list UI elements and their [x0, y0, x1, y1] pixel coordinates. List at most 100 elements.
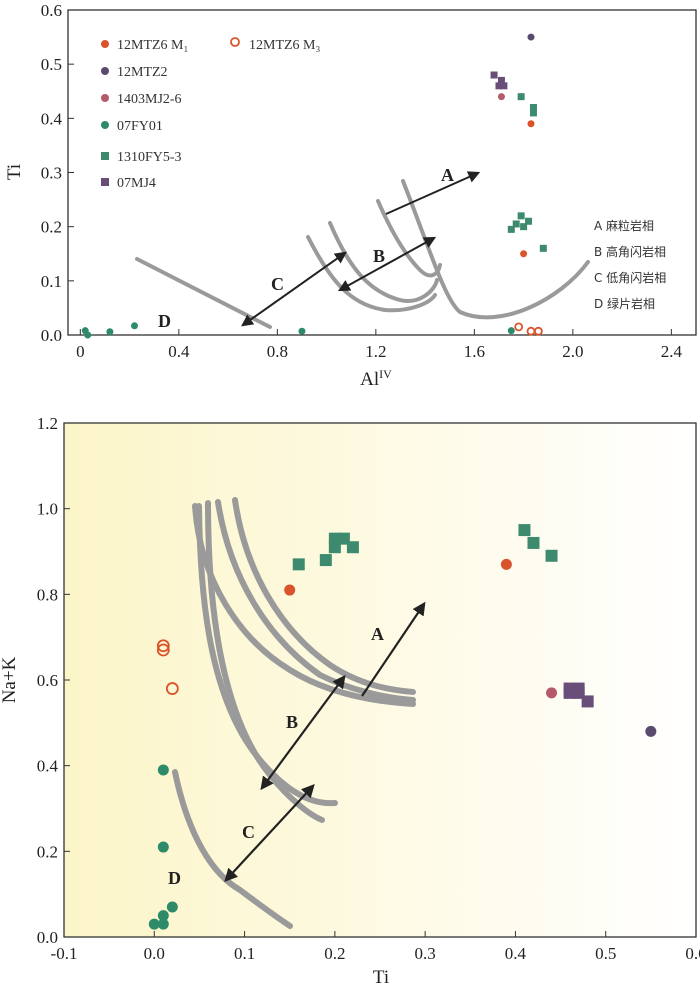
bottom-curve-2: [215, 499, 416, 703]
bottom-point-m1: [500, 558, 512, 570]
bottom-x-axis-label: Ti: [373, 967, 389, 988]
bottom-point-fy53: [518, 524, 531, 537]
bottom-x-tick-label: 0.1: [234, 944, 255, 963]
bottom-y-tick-label: 0.0: [37, 928, 58, 947]
top-facies-legend: A 麻粒岩相 B 高角闪岩相 C 低角闪岩相 D 绿片岩相: [594, 218, 666, 311]
bottom-curve-6: [172, 769, 293, 929]
top-point-mj26: [497, 93, 505, 101]
bottom-point-fy53: [292, 558, 305, 571]
bottom-x-tick-label: 0.6: [685, 944, 700, 963]
bottom-x-tick-label: 0.5: [595, 944, 616, 963]
top-point-fy01: [298, 327, 306, 335]
top-axes: 0 0.4 0.8 1.2 1.6 2.0 2.4 0.0 0.1 0.2 0.3 0.4 0.5 0.6: [41, 1, 683, 361]
legend-marker-fy53: [101, 152, 109, 160]
bottom-point-mtz2: [645, 725, 657, 737]
top-annotation-c: C: [271, 274, 284, 294]
top-point-fy53: [512, 220, 520, 228]
bottom-point-mj4: [572, 686, 585, 699]
legend-label-fy01: 07FY01: [117, 119, 163, 134]
top-point-mj4: [497, 76, 505, 84]
legend-marker-m3: [230, 37, 240, 47]
top-point-fy53: [517, 212, 525, 220]
top-annotation-d: D: [158, 311, 171, 331]
bottom-x-tick-label: 0.3: [415, 944, 436, 963]
bottom-arrows: [224, 601, 426, 882]
bottom-arrow-b: [260, 674, 346, 791]
bottom-chart: A B C D -0.10.00.10.20.30.40.50.60.00.20…: [0, 414, 700, 988]
top-y-tick-label: 0.6: [41, 1, 62, 20]
top-point-fy01: [84, 331, 92, 339]
top-point-fy53: [539, 244, 547, 252]
bottom-point-mj4: [563, 682, 576, 695]
legend-marker-mj26: [101, 94, 109, 102]
top-point-m1: [527, 120, 535, 128]
legend-label-mj26: 1403MJ2-6: [117, 92, 182, 107]
bottom-point-fy01: [148, 918, 160, 930]
bottom-x-tick-label: 0.2: [324, 944, 345, 963]
bottom-annotation-c: C: [242, 822, 255, 842]
bottom-point-fy53: [319, 554, 332, 567]
bottom-annotation-d: D: [168, 868, 181, 888]
bottom-x-tick-label: 0.0: [144, 944, 165, 963]
top-arrow-c: [241, 251, 347, 327]
top-y-tick-label: 0.5: [41, 55, 62, 74]
legend-label-fy53: 1310FY5-3: [117, 150, 182, 165]
top-x-tick-label: 2.4: [661, 342, 683, 361]
bottom-y-tick-label: 0.2: [37, 842, 58, 861]
bottom-point-fy01: [157, 764, 169, 776]
bottom-point-mj4: [581, 695, 594, 708]
bottom-y-tick-label: 0.4: [37, 757, 59, 776]
legend-marker-m1: [101, 40, 109, 48]
bottom-x-tick-label: -0.1: [51, 944, 78, 963]
top-arrows: [241, 171, 481, 327]
bottom-annotation-b: B: [286, 712, 298, 732]
top-y-axis-label: Ti: [4, 164, 25, 180]
top-chart: A B C D 12MTZ6 M₁ 12MTZ6 M₃ 12MTZ2 1403M…: [4, 1, 697, 390]
facies-legend-c: C 低角闪岩相: [594, 270, 666, 285]
top-y-tick-label: 0.1: [41, 272, 62, 291]
legend-label-m3: 12MTZ6 M₃: [249, 38, 321, 53]
top-point-fy01: [106, 328, 114, 336]
bottom-y-tick-label: 0.6: [37, 671, 58, 690]
bottom-point-fy53: [527, 536, 540, 549]
bottom-arrow-a: [361, 601, 426, 697]
top-arrow-a: [385, 171, 481, 215]
top-annotation-a: A: [441, 165, 454, 185]
bottom-point-m3: [156, 639, 170, 653]
top-point-mj4: [500, 82, 508, 90]
bottom-axes: -0.10.00.10.20.30.40.50.60.00.20.40.60.8…: [37, 414, 700, 963]
top-point-fy01: [130, 322, 138, 330]
bottom-arrow-c: [224, 784, 315, 882]
top-y-tick-label: 0.4: [41, 109, 63, 128]
bottom-y-axis-label: Na+K: [0, 656, 20, 703]
top-point-fy53: [525, 217, 533, 225]
top-point-fy01: [507, 327, 515, 335]
top-point-m3: [514, 322, 524, 332]
legend-marker-mtz2: [101, 67, 109, 75]
bottom-point-fy53: [545, 549, 558, 562]
bottom-point-fy53: [346, 541, 359, 554]
top-annotation-b: B: [373, 246, 385, 266]
legend-label-mtz2: 12MTZ2: [117, 65, 168, 80]
top-x-tick-label: 0.4: [168, 342, 190, 361]
legend-marker-fy01: [101, 121, 109, 129]
bottom-y-tick-label: 1.2: [37, 414, 58, 433]
top-point-mtz2: [527, 33, 535, 41]
top-point-fy53: [520, 223, 528, 231]
bottom-point-fy53: [337, 532, 350, 545]
bottom-y-tick-label: 0.8: [37, 585, 58, 604]
bottom-point-fy01: [157, 841, 169, 853]
top-y-tick-label: 0.3: [41, 164, 62, 183]
top-x-tick-label: 1.6: [464, 342, 485, 361]
top-points: [81, 33, 547, 339]
bottom-point-mj26: [546, 687, 558, 699]
bottom-point-m3: [165, 682, 179, 695]
top-point-m3: [533, 326, 543, 336]
facies-legend-d: D 绿片岩相: [594, 296, 655, 311]
top-legend: 12MTZ6 M₁ 12MTZ6 M₃ 12MTZ2 1403MJ2-6 07F…: [101, 37, 321, 191]
bottom-plot-area: [63, 422, 697, 938]
top-x-tick-label: 0.8: [267, 342, 288, 361]
facies-legend-b: B 高角闪岩相: [594, 244, 666, 259]
top-point-fy53: [529, 104, 537, 111]
